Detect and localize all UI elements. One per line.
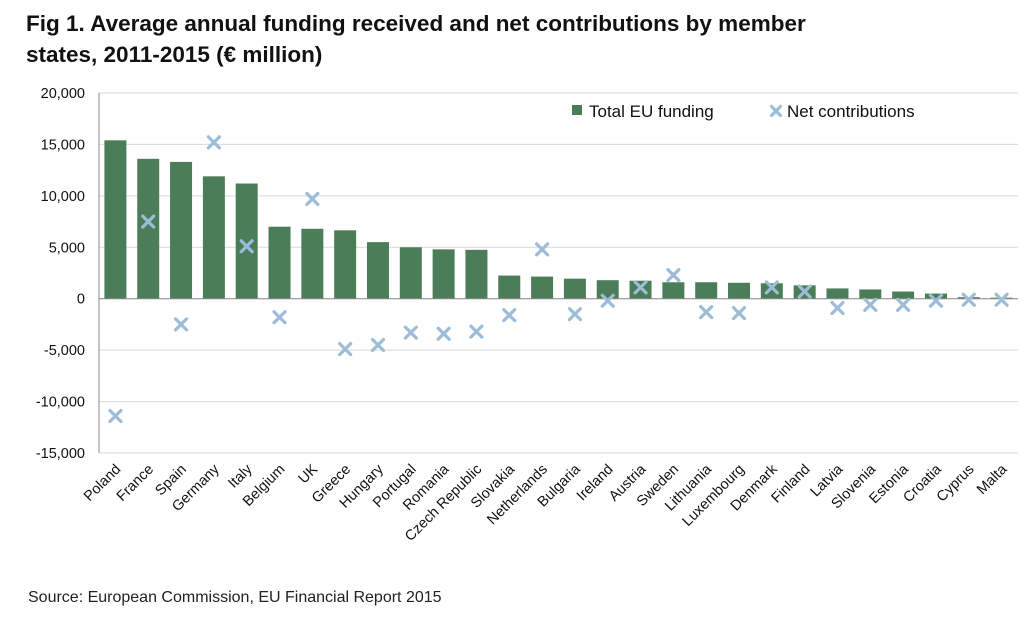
marker-hungary	[370, 337, 386, 353]
bar-luxembourg	[728, 282, 751, 299]
marker-cyprus	[961, 292, 976, 307]
bar-sweden	[662, 282, 685, 299]
marker-france	[141, 214, 156, 229]
bar-croatia	[924, 293, 947, 299]
bar-slovenia	[859, 289, 882, 299]
marker-ireland	[600, 293, 615, 308]
source-note: Source: European Commission, EU Financia…	[28, 589, 442, 606]
marker-estonia	[896, 297, 911, 312]
bar-lithuania	[695, 282, 718, 299]
bar-hungary	[366, 242, 389, 299]
bar-denmark	[760, 283, 783, 299]
marker-romania	[436, 326, 451, 341]
bar-belgium	[268, 226, 291, 299]
bar-czech-republic	[465, 249, 488, 299]
legend-label-net: Net contributions	[787, 102, 915, 121]
bar-uk	[301, 228, 324, 299]
bar-portugal	[399, 247, 422, 299]
marker-greece	[338, 342, 353, 357]
marker-belgium	[272, 310, 287, 325]
chart-title: Fig 1. Average annual funding received a…	[26, 11, 806, 67]
marker-slovenia	[863, 297, 878, 312]
bar-estonia	[892, 291, 915, 299]
y-tick-label: 0	[77, 292, 85, 308]
bar-austria	[629, 280, 652, 299]
marker-austria	[633, 280, 648, 295]
legend-x-mark	[769, 104, 783, 118]
y-tick-label: -15,000	[36, 446, 85, 462]
bar-poland	[104, 140, 127, 299]
marker-germany	[206, 135, 221, 150]
y-tick-label: 5,000	[49, 240, 85, 256]
x-tick-label: France	[114, 462, 157, 505]
bar-chart: 20,000 15,000 10,000 5,000 0 -5,000 -10,000 -15…	[36, 86, 1018, 545]
marker-denmark	[764, 280, 779, 295]
marker-malta	[994, 292, 1009, 307]
marker-sweden	[666, 267, 681, 283]
bar-germany	[202, 176, 225, 299]
marker-bulgaria	[567, 307, 583, 322]
y-tick-label: -5,000	[44, 343, 85, 359]
x-tick-label: Cyprus	[934, 462, 978, 506]
marker-luxembourg	[731, 306, 747, 321]
y-tick-label: -10,000	[36, 395, 85, 411]
legend-swatch-net	[769, 104, 783, 118]
y-tick-label: 15,000	[41, 137, 85, 153]
y-tick-label: 10,000	[41, 189, 85, 205]
legend: Total EU funding Net contributions	[572, 102, 915, 121]
x-tick-label: UK	[296, 461, 322, 487]
bar-slovakia	[498, 275, 521, 299]
legend-swatch-funding	[572, 105, 582, 115]
bar-netherlands	[531, 276, 554, 299]
marker-netherlands	[534, 242, 550, 257]
marker-finland	[797, 284, 812, 299]
marker-poland	[108, 408, 123, 424]
marker-portugal	[403, 325, 418, 340]
bar-france	[137, 158, 160, 299]
marker-croatia	[928, 293, 944, 308]
marker-lithuania	[699, 304, 714, 320]
bar-romania	[432, 249, 455, 299]
y-axis-ticks: 20,000 15,000 10,000 5,000 0 -5,000 -10,000 -15…	[36, 86, 85, 462]
x-tick-label: Malta	[974, 461, 1011, 498]
funding-bars	[104, 140, 1013, 299]
marker-spain	[173, 317, 189, 332]
bar-spain	[170, 161, 193, 299]
bar-italy	[235, 183, 258, 299]
bar-ireland	[596, 280, 619, 299]
marker-italy	[239, 239, 254, 254]
legend-label-funding: Total EU funding	[589, 102, 714, 121]
bar-latvia	[826, 288, 849, 299]
bar-greece	[334, 230, 357, 299]
net-contribution-markers	[108, 135, 1009, 424]
marker-czech-republic	[469, 324, 484, 339]
marker-slovakia	[502, 308, 517, 323]
y-tick-label: 20,000	[41, 86, 85, 102]
marker-latvia	[830, 300, 845, 316]
bar-bulgaria	[563, 278, 586, 299]
marker-uk	[305, 191, 320, 207]
